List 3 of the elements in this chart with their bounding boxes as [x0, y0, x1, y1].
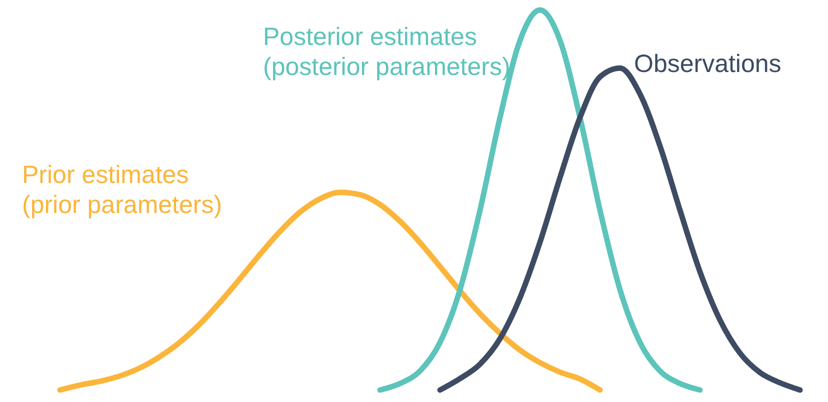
text: Prior estimates (prior parameters) [22, 161, 222, 219]
series-label: Observations [634, 50, 782, 78]
series-label: Posterior estimates (posterior parameters) [263, 23, 510, 81]
